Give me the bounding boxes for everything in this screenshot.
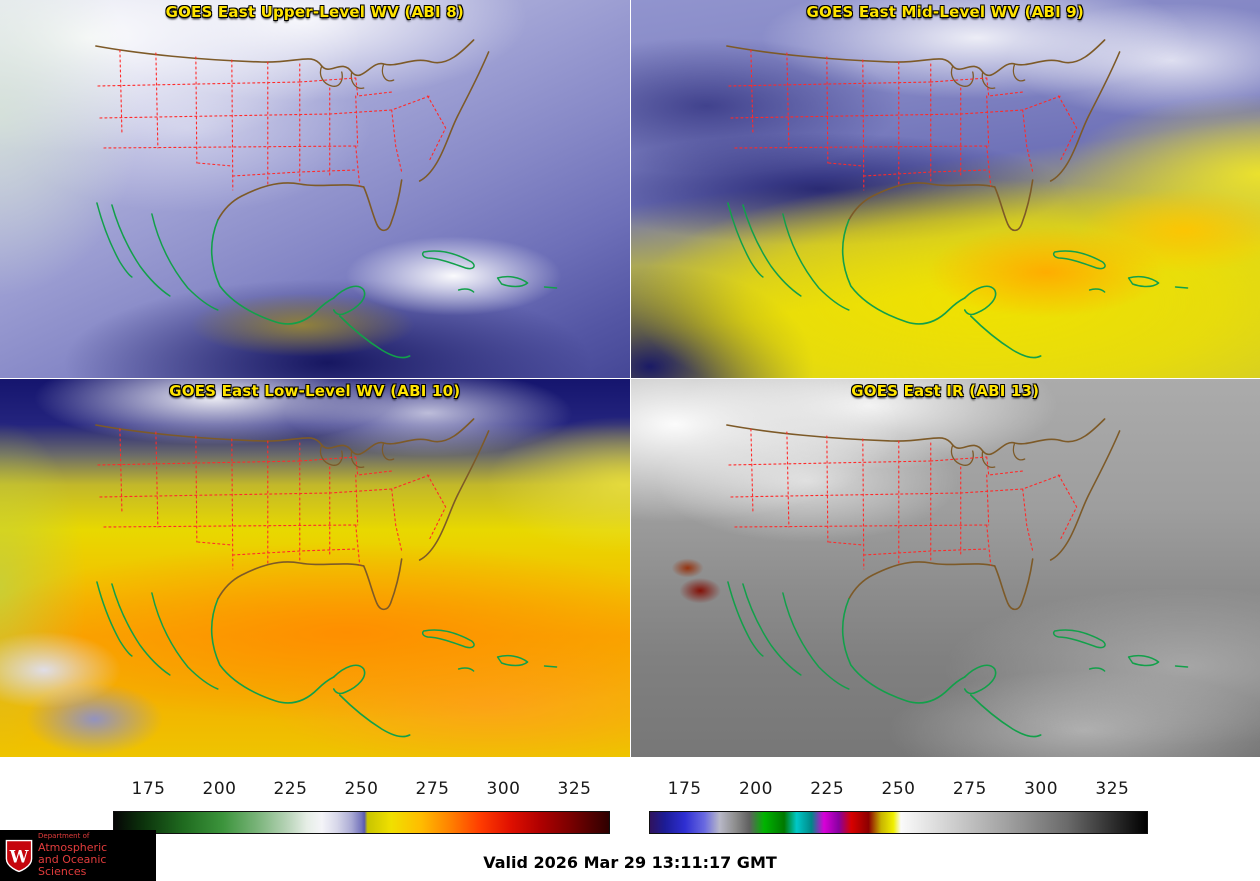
panel-low-level-wv: GOES East Low-Level WV (ABI 10) [0, 379, 630, 757]
tick-label: 175 [131, 779, 166, 799]
colorbar-ir-gradient [649, 811, 1148, 834]
panel-title: GOES East Low-Level WV (ABI 10) [169, 382, 461, 400]
tick-label: 275 [415, 779, 450, 799]
logo-text: Department of Atmospheric and Oceanic Sc… [38, 832, 151, 878]
footer: 175 200 225 250 275 300 325 175 200 225 … [0, 757, 1260, 881]
map-overlay [95, 39, 558, 359]
colorbar-wv: 175 200 225 250 275 300 325 [113, 777, 610, 834]
tick-label: 225 [810, 779, 845, 799]
valid-time: Valid 2026 Mar 29 13:11:17 GMT [483, 853, 777, 872]
tick-label: 275 [952, 779, 987, 799]
uw-crest-icon: W [5, 839, 33, 872]
uw-aos-logo: W Department of Atmospheric and Oceanic … [0, 830, 156, 881]
crest-letter: W [9, 846, 30, 866]
tick-label: 300 [1024, 779, 1059, 799]
tick-label: 225 [273, 779, 308, 799]
tick-label: 325 [557, 779, 592, 799]
tick-label: 325 [1095, 779, 1130, 799]
panel-title: GOES East IR (ABI 13) [851, 382, 1040, 400]
panel-title: GOES East Upper-Level WV (ABI 8) [165, 3, 464, 21]
tick-label: 300 [486, 779, 521, 799]
panel-grid: GOES East Upper-Level WV (ABI 8) GOES Ea… [0, 0, 1260, 757]
panel-upper-level-wv: GOES East Upper-Level WV (ABI 8) [0, 0, 630, 378]
tick-label: 250 [881, 779, 916, 799]
logo-dept-line: Department of [38, 832, 90, 841]
tick-label: 250 [344, 779, 379, 799]
logo-name-line-2: and Oceanic Sciences [38, 852, 107, 878]
colorbar-wv-gradient [113, 811, 610, 834]
tick-label: 175 [667, 779, 702, 799]
map-overlay [725, 418, 1188, 738]
colorbar-ir-ticks: 175 200 225 250 275 300 325 [649, 777, 1148, 805]
colorbar-wv-ticks: 175 200 225 250 275 300 325 [113, 777, 610, 805]
panel-ir: GOES East IR (ABI 13) [630, 379, 1260, 757]
panel-title: GOES East Mid-Level WV (ABI 9) [806, 3, 1084, 21]
map-overlay [95, 418, 558, 738]
tick-label: 200 [202, 779, 237, 799]
logo-name-line-1: Atmospheric [38, 840, 108, 854]
map-overlay [725, 39, 1188, 359]
panel-mid-level-wv: GOES East Mid-Level WV (ABI 9) [630, 0, 1260, 378]
colorbar-ir: 175 200 225 250 275 300 325 [649, 777, 1148, 834]
tick-label: 200 [738, 779, 773, 799]
